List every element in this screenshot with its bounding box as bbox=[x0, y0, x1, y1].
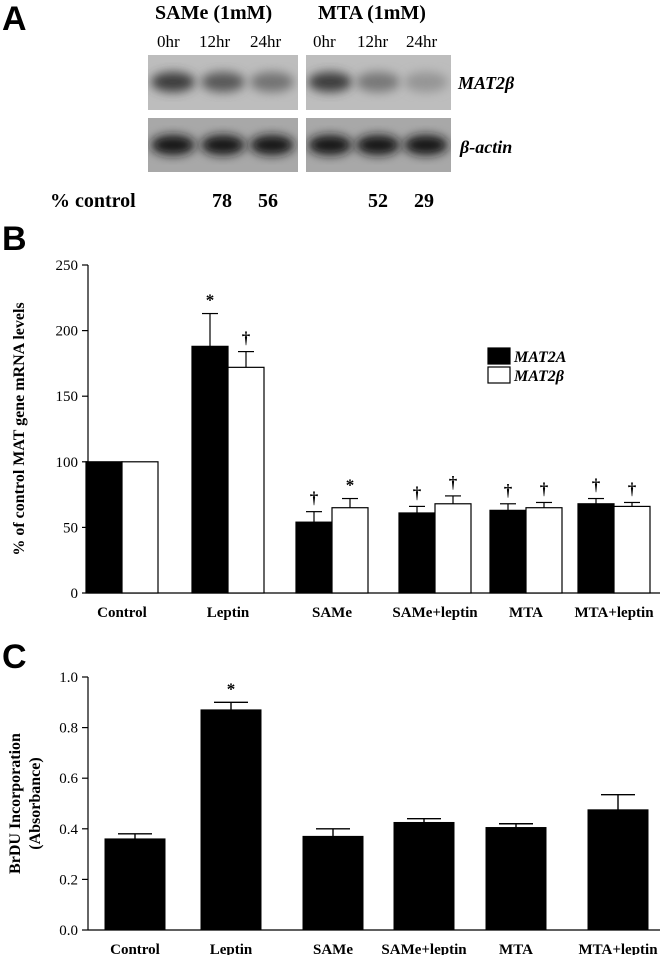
significance-mark: * bbox=[227, 679, 236, 698]
bar bbox=[434, 503, 472, 594]
bar bbox=[587, 809, 649, 931]
blot-band bbox=[356, 72, 400, 92]
panel-b-letter: B bbox=[2, 220, 27, 258]
y-axis-label: % of control MAT gene mRNA levels bbox=[11, 302, 28, 555]
group-label-mta: MTA (1mM) bbox=[318, 2, 426, 24]
x-tick-label: MTA+leptin bbox=[578, 942, 658, 955]
legend-label: MAT2A bbox=[513, 349, 567, 366]
percent-value: 56 bbox=[258, 190, 278, 212]
blot-band bbox=[250, 72, 294, 92]
y-tick-label: 0.8 bbox=[59, 721, 78, 737]
y-axis-label: BrDU Incorporation bbox=[7, 733, 24, 874]
y-tick-label: 1.0 bbox=[59, 670, 78, 686]
y-tick-label: 0.0 bbox=[59, 923, 78, 939]
blot-actin-mta bbox=[306, 118, 451, 172]
x-tick-label: Control bbox=[110, 942, 160, 955]
bar bbox=[331, 507, 369, 594]
panel-c-letter: C bbox=[2, 638, 27, 676]
bar bbox=[227, 366, 265, 594]
blot-band bbox=[308, 135, 352, 155]
bar bbox=[577, 503, 615, 594]
panel-a-letter: A bbox=[2, 0, 27, 38]
y-tick-label: 200 bbox=[56, 324, 79, 340]
x-tick-label: MTA+leptin bbox=[574, 605, 654, 621]
legend-label: MAT2β bbox=[513, 368, 565, 385]
percent-control-label: % control bbox=[50, 190, 136, 212]
x-tick-label: MTA bbox=[499, 942, 533, 955]
bar bbox=[302, 835, 364, 931]
y-tick-label: 150 bbox=[56, 389, 79, 405]
blot-band bbox=[201, 135, 245, 155]
bar bbox=[85, 461, 123, 594]
lane-label: 12hr bbox=[199, 32, 231, 51]
blot-band bbox=[250, 135, 294, 155]
bar bbox=[393, 821, 455, 931]
lane-label: 0hr bbox=[157, 32, 180, 51]
blot-band bbox=[404, 135, 448, 155]
blot-band bbox=[404, 72, 448, 92]
significance-mark: † bbox=[449, 473, 458, 492]
x-tick-label: SAMe bbox=[312, 605, 352, 621]
y-tick-label: 0 bbox=[71, 586, 79, 602]
significance-mark: † bbox=[540, 479, 549, 498]
significance-mark: † bbox=[504, 481, 513, 500]
percent-value: 78 bbox=[212, 190, 232, 212]
chart-c: 0.0 0.2 0.4 0.6 0.8 1.0 Control * Leptin SAMe SAMe… bbox=[7, 670, 660, 955]
lane-label: 12hr bbox=[357, 32, 389, 51]
significance-mark: † bbox=[413, 483, 422, 502]
blot-band bbox=[201, 72, 245, 92]
percent-value: 52 bbox=[368, 190, 388, 212]
y-tick-label: 0.6 bbox=[59, 771, 78, 787]
significance-mark: † bbox=[242, 329, 251, 348]
chart-b: 0 50 100 150 200 250 Control Leptin SAMe SAMe+lep… bbox=[11, 258, 660, 621]
significance-mark: † bbox=[310, 489, 319, 508]
x-tick-label: SAMe+leptin bbox=[381, 942, 467, 955]
bar bbox=[295, 521, 333, 594]
band-label-actin: β-actin bbox=[460, 137, 513, 157]
legend-swatch bbox=[487, 366, 511, 384]
blot-actin-same bbox=[148, 118, 298, 172]
x-tick-label: Leptin bbox=[207, 605, 250, 621]
x-tick-label: SAMe+leptin bbox=[392, 605, 478, 621]
bar bbox=[191, 345, 229, 594]
bar bbox=[613, 505, 651, 594]
significance-mark: * bbox=[206, 291, 215, 310]
blot-mat2b-same bbox=[148, 55, 298, 110]
bar bbox=[485, 827, 547, 931]
blot-band bbox=[151, 135, 195, 155]
lane-label: 24hr bbox=[406, 32, 438, 51]
lane-label: 0hr bbox=[313, 32, 336, 51]
y-tick-label: 100 bbox=[56, 455, 79, 471]
lane-label: 24hr bbox=[250, 32, 282, 51]
blot-band bbox=[356, 135, 400, 155]
bar bbox=[398, 512, 436, 594]
x-tick-label: SAMe bbox=[313, 942, 353, 955]
x-tick-label: Control bbox=[97, 605, 147, 621]
y-tick-label: 250 bbox=[56, 258, 79, 274]
percent-value: 29 bbox=[414, 190, 434, 212]
bar bbox=[200, 709, 262, 931]
bar bbox=[121, 461, 159, 594]
significance-mark: † bbox=[592, 476, 601, 495]
x-tick-label: Leptin bbox=[210, 942, 253, 955]
group-label-same: SAMe (1mM) bbox=[155, 2, 273, 24]
blot-band bbox=[151, 72, 195, 92]
significance-mark: * bbox=[346, 476, 355, 495]
y-tick-label: 0.2 bbox=[59, 872, 78, 888]
significance-mark: † bbox=[628, 479, 637, 498]
bar bbox=[525, 507, 563, 594]
bar bbox=[104, 838, 166, 931]
x-tick-label: MTA bbox=[509, 605, 543, 621]
blot-band bbox=[308, 72, 352, 92]
y-axis-label: (Absorbance) bbox=[27, 757, 44, 849]
blot-mat2b-mta bbox=[306, 55, 451, 110]
y-tick-label: 0.4 bbox=[59, 822, 78, 838]
bar bbox=[489, 509, 527, 594]
band-label-mat2b: MAT2β bbox=[458, 73, 515, 93]
legend-swatch bbox=[487, 347, 511, 365]
y-tick-label: 50 bbox=[63, 520, 78, 536]
